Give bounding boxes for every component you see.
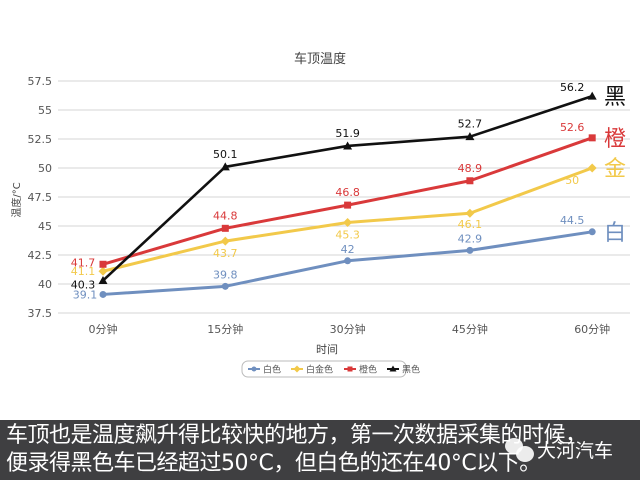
legend-item: 白色 xyxy=(248,364,281,376)
y-tick-label: 50 xyxy=(38,162,52,175)
marker-diamond xyxy=(220,236,230,246)
watermark-text: 大河汽车 xyxy=(537,440,614,462)
legend-label: 黑色 xyxy=(402,364,420,376)
y-tick-label: 57.5 xyxy=(28,75,53,88)
y-tick-label: 47.5 xyxy=(28,191,53,204)
series-黑色: 40.3 50.1 51.9 52.7 56.2 黑 xyxy=(71,81,626,291)
marker-triangle xyxy=(389,365,397,372)
marker-square xyxy=(347,366,353,372)
caption-line-1: 车顶也是温度飙升得比较快的地方，第一次数据采集的时候， xyxy=(6,423,587,448)
y-tick-label: 55 xyxy=(38,104,52,117)
data-label: 46.1 xyxy=(458,218,483,231)
data-label: 45.3 xyxy=(335,229,360,242)
gridlines xyxy=(58,80,630,314)
marker-triangle xyxy=(98,276,108,285)
watermark: 大河汽车 xyxy=(505,436,613,463)
marker-diamond xyxy=(343,218,353,228)
x-axis-label: 时间 xyxy=(316,343,338,356)
marker-circle xyxy=(588,228,596,236)
data-label: 43.7 xyxy=(213,247,238,260)
data-label: 42 xyxy=(341,243,355,256)
marker-circle xyxy=(344,257,352,265)
legend-item: 白金色 xyxy=(291,364,333,376)
x-axis-ticks: 0分钟 15分钟 30分钟 45分钟 60分钟 xyxy=(89,322,611,336)
x-tick-label: 60分钟 xyxy=(574,322,610,336)
x-tick-label: 0分钟 xyxy=(89,322,118,336)
y-tick-label: 40 xyxy=(38,278,52,291)
data-label: 41.1 xyxy=(71,265,96,278)
data-label: 42.9 xyxy=(458,232,483,245)
legend: 白色 白金色 橙色 黑色 xyxy=(241,360,420,378)
data-label: 50 xyxy=(565,174,579,187)
legend-label: 白金色 xyxy=(306,364,333,376)
marker-diamond xyxy=(587,163,597,173)
chart-title: 车顶温度 xyxy=(294,51,346,67)
marker-square xyxy=(344,201,352,209)
data-label: 44.8 xyxy=(213,209,238,222)
marker-square xyxy=(466,177,474,185)
data-label: 52.7 xyxy=(458,118,483,131)
x-tick-label: 30分钟 xyxy=(330,322,366,336)
data-label: 48.9 xyxy=(458,162,483,175)
y-axis-label: 温度/°C xyxy=(10,182,23,217)
series-end-label: 白 xyxy=(604,221,626,246)
series-橙色: 41.7 44.8 46.8 48.9 52.6 橙 xyxy=(71,121,626,269)
data-label: 41.7 xyxy=(71,256,96,269)
wechat-icon xyxy=(505,437,535,462)
marker-diamond xyxy=(293,365,301,373)
marker-circle xyxy=(99,290,107,298)
marker-diamond xyxy=(98,266,108,276)
caption-line-2: 便录得黑色车已经超过50°C，但白色的还在40°C以下。 xyxy=(6,451,541,476)
y-axis-ticks: 37.5 40 42.5 45 47.5 50 52.5 55 57.5 xyxy=(28,75,53,320)
marker-triangle xyxy=(220,162,230,171)
data-label: 50.1 xyxy=(213,148,238,161)
data-label: 40.3 xyxy=(71,279,96,292)
marker-square xyxy=(588,134,596,142)
legend-label: 白色 xyxy=(263,364,281,376)
data-label: 51.9 xyxy=(335,127,360,140)
series-白金色: 41.1 43.7 45.3 46.1 50 金 xyxy=(71,157,626,278)
y-tick-label: 37.5 xyxy=(28,307,53,320)
marker-square xyxy=(221,224,229,232)
x-tick-label: 15分钟 xyxy=(207,322,243,336)
legend-item: 橙色 xyxy=(344,364,377,376)
legend-label: 橙色 xyxy=(359,364,377,376)
marker-diamond xyxy=(465,208,475,218)
marker-triangle xyxy=(343,141,353,150)
marker-circle xyxy=(251,366,257,372)
x-tick-label: 45分钟 xyxy=(452,322,488,336)
data-label: 46.8 xyxy=(335,186,360,199)
data-label: 56.2 xyxy=(560,81,585,94)
y-tick-label: 42.5 xyxy=(28,249,53,262)
data-label: 39.8 xyxy=(213,268,238,281)
data-label: 39.1 xyxy=(73,288,98,301)
series-end-label: 橙 xyxy=(604,127,626,152)
marker-circle xyxy=(221,282,229,290)
series-白色: 39.1 39.8 42 42.9 44.5 白 xyxy=(73,214,626,302)
y-tick-label: 45 xyxy=(38,220,52,233)
series-end-label: 黑 xyxy=(604,85,626,110)
marker-triangle xyxy=(587,91,597,100)
marker-square xyxy=(99,260,107,268)
marker-triangle xyxy=(465,132,475,141)
series-end-label: 金 xyxy=(604,157,626,182)
marker-circle xyxy=(466,246,474,254)
data-label: 52.6 xyxy=(560,121,585,134)
y-tick-label: 52.5 xyxy=(28,133,53,146)
data-label: 44.5 xyxy=(560,214,585,227)
legend-item: 黑色 xyxy=(387,364,420,376)
caption-bar: 车顶也是温度飙升得比较快的地方，第一次数据采集的时候， 便录得黑色车已经超过50… xyxy=(0,420,640,480)
